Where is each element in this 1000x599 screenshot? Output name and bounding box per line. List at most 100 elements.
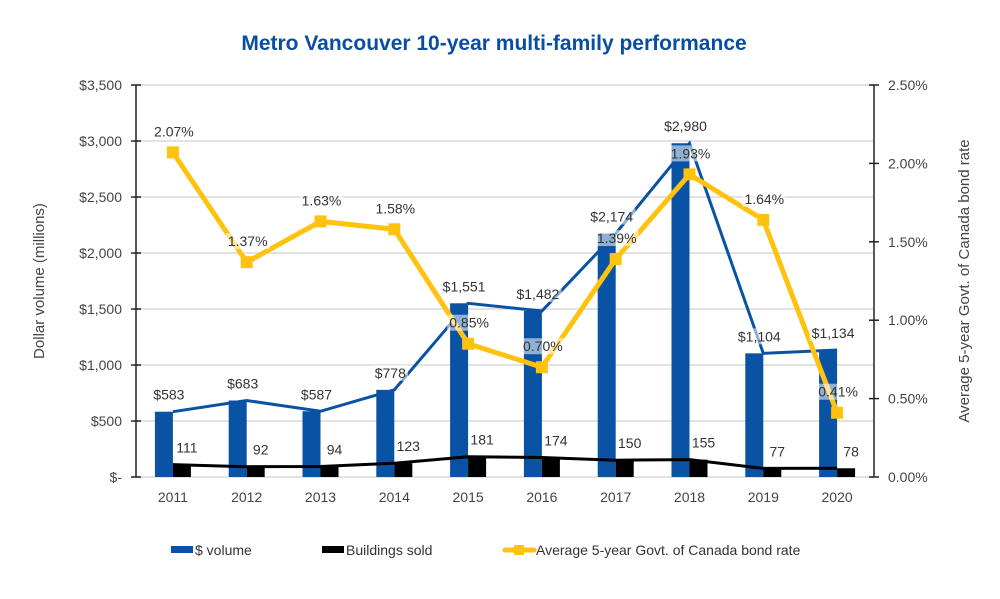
data-label-bond-rate-background <box>225 233 270 250</box>
data-label-buildings-sold: 92 <box>253 442 269 458</box>
axes: $- $500 $1,000 $1,500 $2,000 $2,500 $3,000 $3,5… <box>79 77 928 505</box>
y-tick-label-left: $- <box>110 469 123 485</box>
bar-buildings-sold <box>837 468 856 477</box>
y-tick-label-right: 0.00% <box>888 469 928 485</box>
bar-buildings-sold <box>689 459 708 477</box>
series-lines <box>166 140 844 470</box>
x-tick-label: 2018 <box>674 489 705 505</box>
data-label-bond-rate-background <box>594 230 639 247</box>
marker-bond-rate <box>609 253 622 266</box>
y-tick-label-left: $3,500 <box>79 77 122 93</box>
y-tick-label-right: 1.50% <box>888 234 928 250</box>
data-label-volume-background <box>809 324 857 341</box>
data-label-buildings-sold: 174 <box>544 433 568 449</box>
data-label-bond-rate-background <box>668 145 713 162</box>
y-tick-label-right: 0.50% <box>888 391 928 407</box>
bar-volume <box>597 233 616 477</box>
data-label-bond-rate-background <box>373 200 418 217</box>
bar-buildings-sold <box>468 456 487 477</box>
y-tick-label-left: $2,000 <box>79 245 122 261</box>
y-tick-label-left: $1,000 <box>79 357 122 373</box>
line-bond-rate <box>170 151 840 414</box>
data-label-bond-rate: 0.41% <box>818 384 858 400</box>
data-label-bond-rate-background <box>299 192 344 209</box>
data-label-bond-rate-background <box>447 314 491 331</box>
legend-swatch-marker <box>514 545 524 555</box>
x-tick-label: 2012 <box>231 489 262 505</box>
data-label-volume-background <box>514 286 562 303</box>
data-label-volume-background <box>151 386 187 403</box>
data-label-buildings-sold: 77 <box>770 443 786 459</box>
data-label-volume: $1,551 <box>443 278 486 294</box>
bar-buildings-sold <box>320 466 339 477</box>
bar-buildings-sold <box>394 463 413 477</box>
bar-buildings-sold <box>615 460 634 477</box>
data-label-bond-rate: 1.64% <box>744 191 784 207</box>
data-label-volume: $1,134 <box>812 325 855 341</box>
data-label-bond-rate: 1.63% <box>302 192 342 208</box>
x-tick-label: 2017 <box>600 489 631 505</box>
data-label-volume: $1,482 <box>516 286 559 302</box>
data-label-bond-rate-background <box>742 190 787 207</box>
x-tick-label: 2016 <box>526 489 557 505</box>
line-buildings-sold <box>172 455 838 470</box>
line-volume <box>172 140 838 414</box>
y-tick-label-left: $1,500 <box>79 301 122 317</box>
bar-buildings-sold <box>763 468 782 477</box>
y-tick-label-right: 1.00% <box>888 312 928 328</box>
x-tick-label: 2013 <box>305 489 336 505</box>
y-tick-label-left: $500 <box>91 413 122 429</box>
data-label-buildings-sold: 123 <box>397 438 421 454</box>
bar-buildings-sold <box>246 466 265 477</box>
data-label-buildings-sold: 181 <box>470 432 494 448</box>
data-label-bond-rate: 1.93% <box>671 145 711 161</box>
data-label-buildings-sold: 78 <box>843 443 859 459</box>
chart-title: Metro Vancouver 10-year multi-family per… <box>241 32 746 55</box>
y-axis-title-right: Average 5-year Govt. of Canada bond rate <box>956 139 973 422</box>
data-label-volume-background <box>662 118 710 135</box>
data-label-bond-rate: 0.70% <box>523 338 563 354</box>
data-label-buildings-sold: 94 <box>327 441 343 457</box>
marker-bond-rate <box>831 406 844 419</box>
data-label-bond-rate: 1.58% <box>375 200 415 216</box>
x-tick-label: 2015 <box>453 489 484 505</box>
marker-bond-rate <box>535 361 548 374</box>
data-label-volume-background <box>372 364 409 381</box>
bar-buildings-sold <box>541 457 560 477</box>
bar-volume <box>302 411 321 477</box>
data-label-bond-rate: 1.37% <box>228 233 268 249</box>
data-label-volume-background <box>440 278 488 295</box>
bar-volume <box>376 389 395 477</box>
y-tick-label-left: $2,500 <box>79 189 122 205</box>
data-label-bond-rate-background <box>816 383 860 400</box>
marker-bond-rate <box>388 223 401 236</box>
marker-bond-rate <box>683 168 696 181</box>
data-label-volume: $587 <box>301 386 332 402</box>
x-tick-label: 2019 <box>748 489 779 505</box>
data-label-volume: $2,174 <box>590 209 633 225</box>
y-axis-title-left: Dollar volume (millions) <box>31 203 48 359</box>
x-tick-label: 2020 <box>822 489 853 505</box>
data-label-bond-rate: 0.85% <box>449 315 489 331</box>
data-label-volume: $583 <box>153 387 184 403</box>
legend-swatch <box>322 546 344 553</box>
data-label-volume: $683 <box>227 376 258 392</box>
legend: $ volume Buildings sold Average 5-year Gov… <box>171 542 801 558</box>
x-tick-label: 2014 <box>379 489 410 505</box>
data-label-buildings-sold: 155 <box>692 435 716 451</box>
legend-label: Average 5-year Govt. of Canada bond rate <box>536 542 801 558</box>
bar-volume <box>745 353 764 477</box>
y-tick-label-left: $3,000 <box>79 133 122 149</box>
data-label-buildings-sold: 150 <box>618 435 642 451</box>
marker-bond-rate <box>240 256 253 269</box>
data-label-volume: $2,980 <box>664 118 707 134</box>
bar-volume <box>523 311 542 477</box>
bar-buildings-sold <box>172 464 191 477</box>
data-labels: $583 111 2.07% $683 92 1.37% $587 94 1.63% $778 12… <box>151 118 860 459</box>
bar-volume <box>154 411 173 477</box>
data-label-volume: $1,104 <box>738 328 781 344</box>
data-label-volume-background <box>588 208 636 225</box>
marker-bond-rate <box>757 213 770 226</box>
y-tick-label-right: 2.50% <box>888 77 928 93</box>
marker-bond-rate <box>462 337 475 350</box>
